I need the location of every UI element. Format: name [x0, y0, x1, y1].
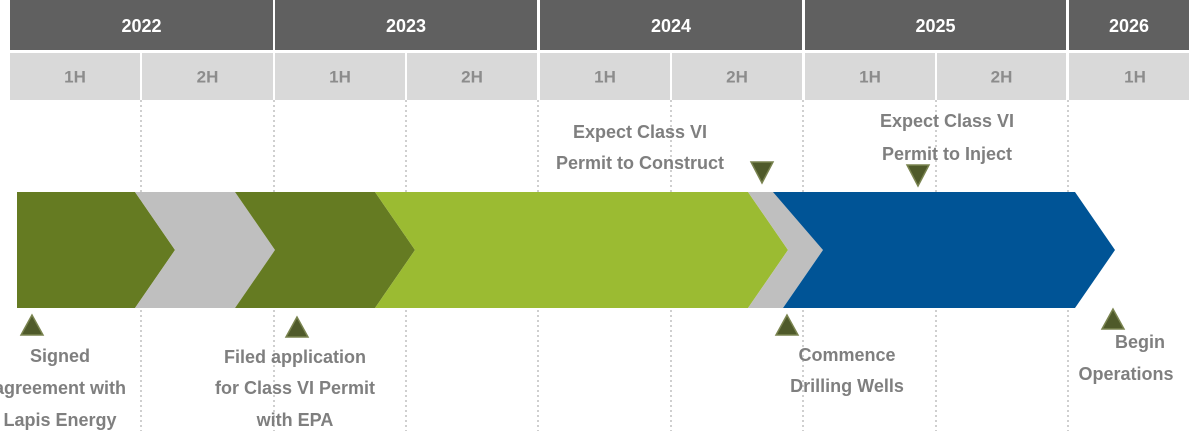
milestone-label: Permit to Inject: [882, 144, 1012, 164]
markers: [19, 161, 1126, 338]
year-label: 2026: [1109, 16, 1149, 36]
half-cell: [407, 53, 537, 100]
year-cell: [275, 0, 537, 50]
half-cell: [937, 53, 1066, 100]
milestone-label: agreement with: [0, 378, 126, 398]
year-label: 2024: [651, 16, 691, 36]
half-cell: [142, 53, 273, 100]
milestone-label: with EPA: [256, 410, 334, 430]
milestone-label: Begin: [1115, 332, 1165, 352]
milestone-label: Operations: [1078, 364, 1173, 384]
half-label: 1H: [1124, 67, 1146, 86]
milestone-label: Expect Class VI: [880, 111, 1014, 131]
header: 2022 2023 2024 2025 2026 1H 2H 1H 2H 1H 2H 1H 2H 1H: [10, 0, 1189, 100]
milestone-marker: [749, 161, 775, 185]
milestone-marker: [1100, 307, 1126, 330]
milestone-marker: [774, 313, 800, 336]
half-label: 1H: [859, 67, 881, 86]
half-label: 2H: [197, 67, 219, 86]
milestone-label: Expect Class VI: [573, 122, 707, 142]
phase: [235, 192, 415, 308]
phase: [135, 192, 275, 308]
year-cell: [540, 0, 802, 50]
half-cell: [1069, 53, 1189, 100]
chevrons: [17, 192, 1115, 308]
milestone-marker: [905, 164, 931, 188]
half-cell: [275, 53, 405, 100]
year-cell: [10, 0, 273, 50]
year-cell: [1069, 0, 1189, 50]
milestone-label: Signed: [30, 346, 90, 366]
milestone-label: Permit to Construct: [556, 153, 724, 173]
phase: [17, 192, 175, 308]
half-label: 1H: [594, 67, 616, 86]
half-label: 1H: [329, 67, 351, 86]
half-cell: [10, 53, 140, 100]
half-cell: [805, 53, 935, 100]
milestone-labels: Signed agreement with Lapis Energy Filed ap…: [0, 111, 1174, 430]
milestone-marker: [19, 313, 45, 336]
year-label: 2023: [386, 16, 426, 36]
milestone-label: Lapis Energy: [3, 410, 116, 430]
milestone-marker: [284, 315, 310, 338]
half-label: 2H: [461, 67, 483, 86]
half-label: 1H: [64, 67, 86, 86]
milestone-label: for Class VI Permit: [215, 378, 375, 398]
year-label: 2022: [121, 16, 161, 36]
year-cell: [805, 0, 1066, 50]
phase: [748, 192, 823, 308]
half-cell: [672, 53, 802, 100]
half-cell: [540, 53, 670, 100]
phase: [375, 192, 788, 308]
milestone-label: Commence: [798, 345, 895, 365]
milestone-label: Filed application: [224, 347, 366, 367]
half-label: 2H: [991, 67, 1013, 86]
milestone-label: Drilling Wells: [790, 376, 904, 396]
half-label: 2H: [726, 67, 748, 86]
year-label: 2025: [915, 16, 955, 36]
phase: [773, 192, 1115, 308]
